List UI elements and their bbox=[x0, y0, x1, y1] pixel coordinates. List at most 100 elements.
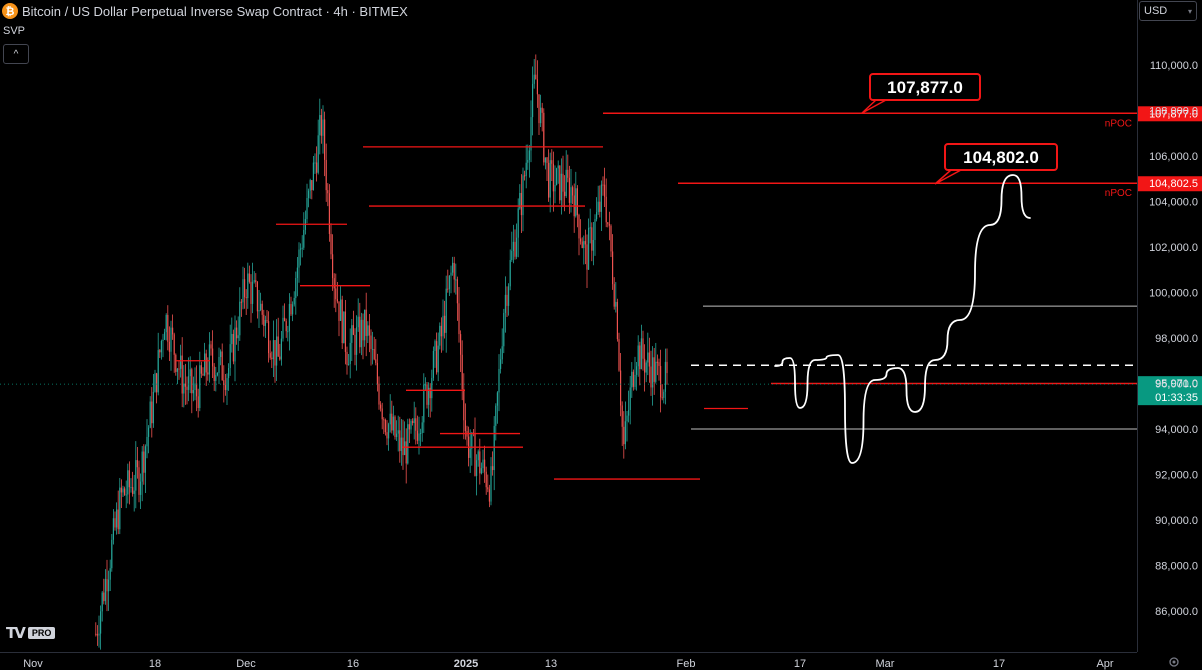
candle-body bbox=[653, 357, 655, 382]
candle-body bbox=[447, 288, 449, 290]
candle-body bbox=[295, 277, 297, 298]
callout-box bbox=[944, 143, 1058, 171]
candle-body bbox=[440, 325, 442, 337]
candle-body bbox=[485, 471, 487, 488]
candle-body bbox=[452, 262, 454, 273]
candle-body bbox=[586, 244, 588, 270]
candle-body bbox=[349, 342, 351, 365]
candle-body bbox=[180, 355, 182, 369]
candle-body bbox=[120, 487, 122, 493]
candle-body bbox=[407, 424, 409, 464]
candle-body bbox=[380, 404, 382, 409]
candle-body bbox=[98, 633, 100, 636]
candle-body bbox=[621, 405, 623, 427]
candle-body bbox=[599, 201, 601, 212]
candle-body bbox=[330, 233, 332, 255]
candle-body bbox=[562, 173, 564, 192]
candle-body bbox=[263, 314, 265, 326]
candle-body bbox=[666, 361, 668, 374]
candle-body bbox=[220, 351, 222, 357]
candle-body bbox=[175, 354, 177, 372]
candle-body bbox=[588, 227, 590, 270]
candle-body bbox=[628, 410, 630, 416]
candle-body bbox=[493, 425, 495, 471]
candle-body bbox=[444, 315, 446, 333]
candle-body bbox=[536, 79, 538, 95]
candle-body bbox=[285, 321, 287, 332]
candle-body bbox=[311, 180, 313, 191]
price-tick-label: 110,000.0 bbox=[1150, 60, 1198, 72]
candle-body bbox=[280, 338, 282, 360]
candle-body bbox=[559, 165, 561, 201]
collapse-legend-button[interactable]: ^ bbox=[3, 44, 29, 64]
candle-body bbox=[464, 420, 466, 431]
chart-legend: ₿ Bitcoin / US Dollar Perpetual Inverse … bbox=[2, 2, 408, 20]
candle-body bbox=[328, 193, 330, 234]
candle-body bbox=[376, 362, 378, 384]
candle-body bbox=[239, 301, 241, 336]
candle-body bbox=[384, 419, 386, 433]
candle-body bbox=[367, 325, 369, 336]
candle-body bbox=[591, 227, 593, 251]
candle-body bbox=[143, 451, 145, 473]
indicator-label-svp[interactable]: SVP bbox=[3, 25, 26, 37]
candle-body bbox=[271, 357, 273, 360]
candle-body bbox=[479, 451, 481, 474]
candle-body bbox=[543, 112, 545, 163]
callout-text: 107,877.0 bbox=[887, 78, 963, 97]
candle-body bbox=[658, 362, 660, 366]
candle-body bbox=[362, 319, 364, 341]
candle-body bbox=[412, 421, 414, 424]
candle-body bbox=[303, 229, 305, 248]
gear-icon[interactable] bbox=[1168, 656, 1180, 668]
candle-body bbox=[300, 248, 302, 250]
candle-body bbox=[458, 303, 460, 335]
candle-body bbox=[168, 341, 170, 352]
candle-body bbox=[172, 327, 174, 335]
candle-body bbox=[532, 83, 534, 118]
price-tick-label: 106,000.0 bbox=[1149, 151, 1198, 163]
candle-body bbox=[607, 222, 609, 224]
candle-body bbox=[442, 315, 444, 337]
candle-body bbox=[140, 481, 142, 495]
time-tick-label: Mar bbox=[876, 658, 895, 670]
candle-body bbox=[319, 115, 321, 136]
callout-box bbox=[869, 73, 981, 101]
candle-body bbox=[480, 468, 482, 474]
candle-body bbox=[306, 198, 308, 220]
candle-body bbox=[354, 334, 356, 355]
candle-body bbox=[101, 592, 103, 612]
candle-body bbox=[228, 368, 230, 379]
horizontal-levels: nPOC 107,877.0 nPOC 104,802.5 95,971.0 01:33:… bbox=[0, 106, 1202, 480]
price-tick-label: 108,000.0 bbox=[1149, 106, 1198, 118]
candle-body bbox=[284, 317, 286, 322]
candle-body bbox=[224, 385, 226, 391]
candle-body bbox=[644, 358, 646, 373]
candle-body bbox=[248, 273, 250, 282]
candle-body bbox=[202, 373, 204, 376]
candle-body bbox=[506, 294, 508, 306]
currency-selector[interactable]: USD ▾ bbox=[1139, 1, 1197, 21]
candle-body bbox=[100, 611, 102, 634]
candle-body bbox=[178, 368, 180, 370]
candle-body bbox=[327, 190, 329, 194]
symbol-title[interactable]: Bitcoin / US Dollar Perpetual Inverse Sw… bbox=[22, 3, 408, 19]
candle-body bbox=[181, 355, 183, 394]
candle-body bbox=[256, 282, 258, 312]
candle-body bbox=[541, 107, 543, 113]
candle-body bbox=[514, 241, 516, 257]
candle-body bbox=[322, 119, 324, 136]
candle-body bbox=[578, 215, 580, 239]
candle-body bbox=[589, 227, 591, 229]
candle-body bbox=[196, 383, 198, 397]
candle-body bbox=[551, 160, 553, 164]
candle-body bbox=[317, 135, 319, 173]
candle-body bbox=[170, 327, 172, 352]
candle-body bbox=[394, 416, 396, 438]
tradingview-logo[interactable]: TV PRO bbox=[6, 624, 56, 642]
candle-body bbox=[519, 192, 521, 209]
callout-pointer bbox=[861, 99, 887, 114]
candle-body bbox=[298, 249, 300, 268]
candle-body bbox=[95, 633, 97, 635]
